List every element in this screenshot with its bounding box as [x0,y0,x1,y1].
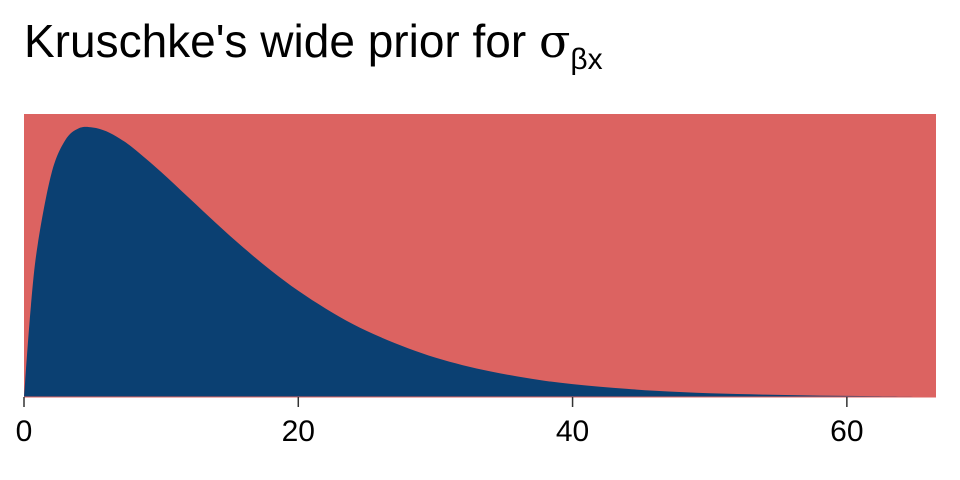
x-tick-label: 20 [282,415,315,448]
x-tick-label: 0 [16,415,33,448]
chart-title-subscript: βx [570,43,603,76]
chart-title-symbol: σ [538,14,571,68]
density-area [24,126,936,397]
chart-title-text: Kruschke's wide prior for [24,15,539,67]
x-tick-label: 40 [556,415,589,448]
x-tick-label: 60 [830,415,863,448]
x-axis: 0 20 40 60 [16,396,936,448]
chart-title: Kruschke's wide prior for σβx [24,16,603,76]
